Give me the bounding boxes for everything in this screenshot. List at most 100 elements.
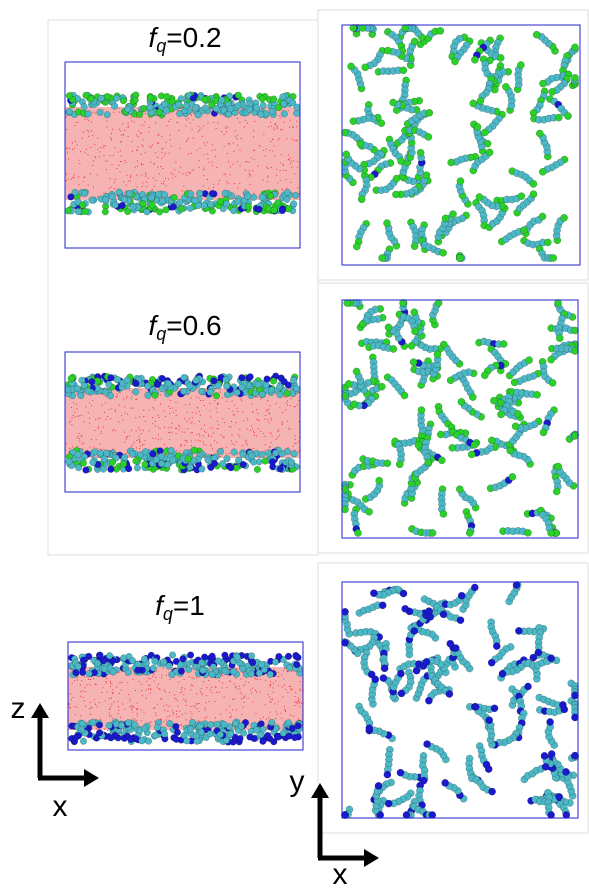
water-dot xyxy=(288,427,290,429)
sphere xyxy=(445,690,454,698)
water-dot xyxy=(264,155,266,157)
sphere xyxy=(139,200,147,208)
water-dot xyxy=(269,447,271,448)
water-dot xyxy=(179,450,181,452)
sphere xyxy=(439,510,448,518)
sphere xyxy=(101,388,110,396)
water-dot xyxy=(82,442,84,444)
water-dot xyxy=(243,697,245,699)
water-dot xyxy=(216,167,218,168)
water-dot xyxy=(169,439,171,441)
sphere xyxy=(358,320,367,329)
water-dot xyxy=(161,157,163,159)
water-dot xyxy=(286,187,287,189)
water-dot xyxy=(89,667,91,669)
water-dot xyxy=(213,183,215,185)
water-dot xyxy=(133,718,135,720)
water-dot xyxy=(77,121,79,123)
water-dot xyxy=(277,139,279,141)
sphere xyxy=(118,201,126,210)
sphere xyxy=(128,450,136,458)
sphere xyxy=(230,448,238,456)
water-dot xyxy=(157,439,159,440)
water-dot xyxy=(74,140,76,142)
water-dot xyxy=(266,166,268,168)
water-dot xyxy=(275,447,277,448)
water-dot xyxy=(148,688,150,690)
water-dot xyxy=(231,400,233,402)
water-dot xyxy=(286,671,288,672)
sphere xyxy=(437,456,446,465)
water-dot xyxy=(245,188,246,190)
sphere xyxy=(101,196,110,204)
water-dot xyxy=(82,181,84,183)
water-dot xyxy=(89,701,91,703)
water-dot xyxy=(270,417,272,419)
water-dot xyxy=(250,689,251,691)
sphere xyxy=(163,92,171,101)
sphere xyxy=(433,350,442,359)
water-dot xyxy=(65,180,67,181)
frame xyxy=(317,562,589,834)
water-dot xyxy=(163,181,165,183)
water-dot xyxy=(191,417,193,419)
sphere xyxy=(223,200,231,208)
arrow-head xyxy=(364,849,379,867)
water-dot xyxy=(117,706,119,708)
water-dot xyxy=(154,152,156,154)
water-dot xyxy=(168,120,170,122)
water-dot xyxy=(66,147,68,149)
water-dot xyxy=(142,145,144,147)
water-dot xyxy=(216,450,218,452)
water-dot xyxy=(198,166,200,168)
sphere xyxy=(488,787,496,796)
water-dot xyxy=(270,140,272,142)
water-dot xyxy=(108,708,110,710)
water-dot xyxy=(73,402,74,404)
water-dot xyxy=(298,702,300,704)
water-dot xyxy=(285,688,287,690)
sphere xyxy=(65,92,73,100)
molecules xyxy=(64,24,579,819)
water-dot xyxy=(155,714,157,716)
water-dot xyxy=(292,715,294,717)
water-dot xyxy=(111,133,112,134)
water-dot xyxy=(171,431,173,433)
water-dot xyxy=(296,701,298,703)
sphere xyxy=(266,192,275,200)
sphere xyxy=(186,204,194,212)
water-dot xyxy=(236,688,238,690)
water-dot xyxy=(186,139,188,141)
water-dot xyxy=(108,187,110,189)
water-dot xyxy=(222,682,223,684)
water-dot xyxy=(124,159,126,161)
sphere xyxy=(487,436,496,445)
water-dot xyxy=(163,183,164,185)
water-dot xyxy=(284,668,286,669)
water-dot xyxy=(257,165,259,167)
sphere xyxy=(485,148,494,157)
water-dot xyxy=(80,436,82,437)
water-dot xyxy=(144,112,146,114)
sphere xyxy=(160,658,168,666)
water-dot xyxy=(105,418,107,420)
sphere xyxy=(206,730,214,738)
water-dot xyxy=(290,688,292,690)
sphere xyxy=(280,110,288,118)
water-dot xyxy=(296,126,298,128)
water-dot xyxy=(81,435,83,437)
water-dot xyxy=(175,428,177,429)
water-dot xyxy=(105,192,107,194)
water-dot xyxy=(267,181,269,183)
water-dot xyxy=(270,701,272,703)
sphere xyxy=(208,652,216,660)
water-dot xyxy=(141,444,143,446)
sphere xyxy=(74,207,82,216)
water-dot xyxy=(90,146,92,148)
sphere xyxy=(547,654,555,663)
sphere xyxy=(67,374,75,383)
water-dot xyxy=(99,457,101,459)
sim-box xyxy=(341,299,579,539)
sphere xyxy=(397,689,406,698)
water-dot xyxy=(202,681,204,683)
